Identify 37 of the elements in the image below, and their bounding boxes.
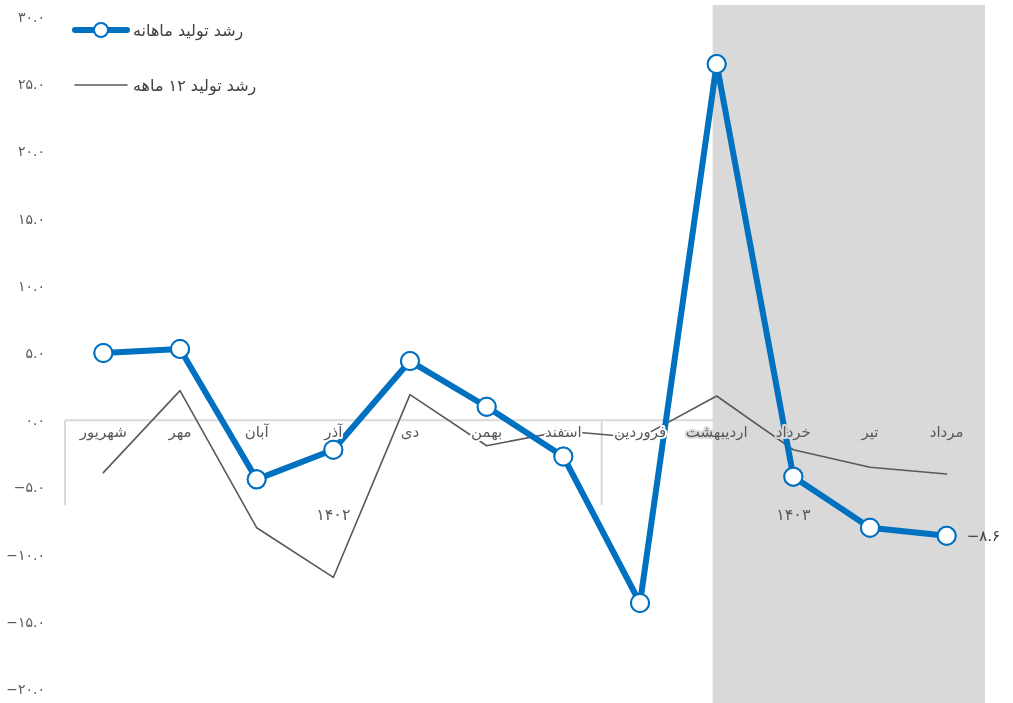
y-tick-label: ۳۰.۰ — [17, 9, 45, 25]
point — [630, 592, 650, 613]
data-label: −۸.۶ — [966, 526, 1001, 545]
y-tick-label: −۵.۰ — [13, 479, 45, 496]
y-tick-label: ۵.۰ — [25, 345, 45, 361]
y-tick-label: ۲۰.۰ — [17, 143, 45, 160]
x-tick-label: مهر — [167, 423, 192, 442]
point — [93, 343, 114, 363]
x-tick-label: آذر — [323, 423, 344, 442]
legend-label: رشد تولید ۱۲ ماهه — [133, 76, 257, 96]
x-tick-label: تیر — [860, 423, 879, 442]
point — [170, 338, 190, 359]
y-tick-label: ۲۵.۰ — [17, 76, 45, 93]
point — [783, 466, 804, 487]
point — [553, 446, 574, 467]
point — [246, 469, 267, 490]
y-tick-label: −۱۵.۰ — [6, 613, 45, 630]
x-tick-label: اردیبهشت — [685, 423, 748, 442]
annotation: ۱۴۰۲ — [316, 505, 351, 525]
point — [323, 439, 344, 460]
x-tick-label: آبان — [244, 423, 270, 442]
y-tick-label: ۱۵.۰ — [17, 210, 45, 227]
y-tick-label: ۱۰.۰ — [17, 277, 45, 294]
point — [476, 396, 497, 417]
point — [936, 525, 957, 546]
annotation: ۱۴۰۳ — [776, 505, 811, 525]
x-tick-label: بهمن — [471, 423, 503, 442]
point — [400, 351, 420, 372]
point — [706, 54, 727, 75]
x-tick-label: مرداد — [929, 423, 964, 442]
x-tick-label: دی — [400, 423, 420, 442]
x-tick-label: شهریور — [78, 423, 127, 442]
point — [860, 517, 880, 538]
legend-label: رشد تولید ماهانه — [133, 21, 244, 41]
y-tick-label: −۲۰.۰ — [6, 681, 45, 697]
y-tick-label: −۱۰.۰ — [6, 546, 45, 563]
y-tick-label: ۰.۰ — [25, 412, 45, 429]
